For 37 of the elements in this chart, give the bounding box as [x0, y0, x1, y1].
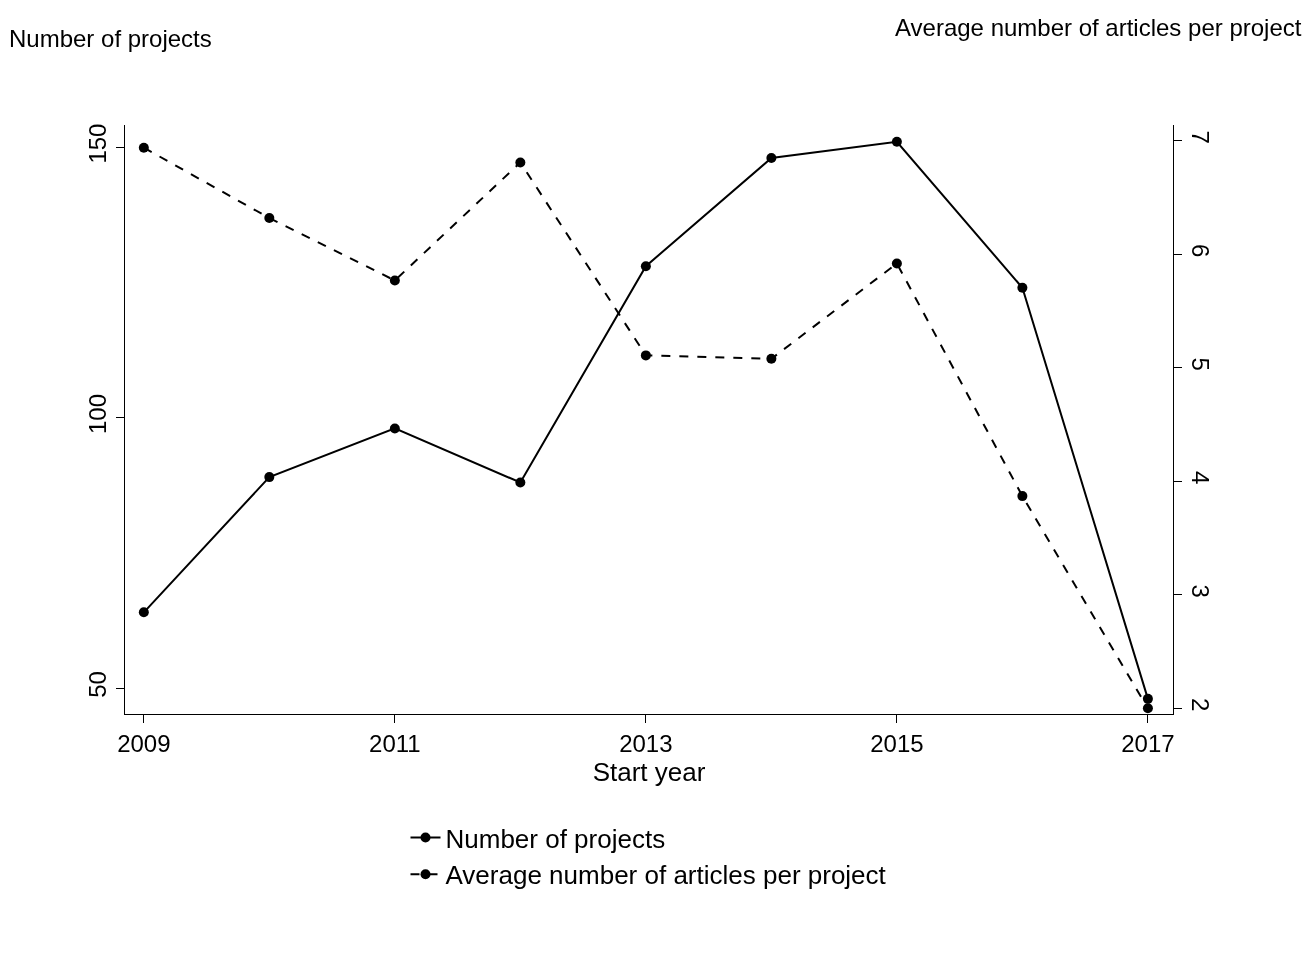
y-axis-title: Number of projects [9, 25, 212, 52]
point [389, 275, 400, 286]
point [640, 350, 651, 361]
y-tick-label: 150 [84, 123, 112, 164]
y2-tick-label: 5 [1186, 357, 1214, 371]
point [138, 142, 149, 153]
point [515, 157, 526, 168]
point [640, 261, 651, 272]
legend-label: Average number of articles per project [445, 860, 887, 891]
y-tick-label: 100 [84, 393, 112, 435]
point [515, 477, 526, 488]
x-tick-label: 2017 [1121, 729, 1175, 757]
y2-tick-label: 6 [1186, 244, 1214, 258]
point [389, 423, 400, 434]
point [138, 607, 149, 618]
y2-axis-title: Average number of articles per project [895, 14, 1302, 41]
x-tick-label: 2011 [369, 729, 421, 757]
y2-tick-label: 2 [1186, 698, 1214, 712]
point [264, 213, 275, 224]
point [891, 136, 902, 147]
x-tick-label: 2015 [870, 729, 924, 757]
x-tick-label: 2013 [619, 729, 673, 757]
x-tick-label: 2009 [117, 729, 171, 757]
legend-label: Number of projects [445, 823, 666, 854]
point [1017, 282, 1028, 293]
y2-tick-label: 4 [1186, 471, 1214, 485]
point [1142, 693, 1153, 704]
point [264, 472, 275, 483]
y2-tick-label: 3 [1186, 584, 1214, 598]
point [1142, 703, 1153, 714]
point [766, 353, 777, 364]
point [1017, 491, 1028, 502]
point [891, 258, 902, 269]
x-axis-title: Start year [592, 756, 706, 787]
y2-tick-label: 7 [1186, 130, 1214, 144]
y-tick-label: 50 [84, 671, 112, 698]
point [766, 152, 777, 163]
